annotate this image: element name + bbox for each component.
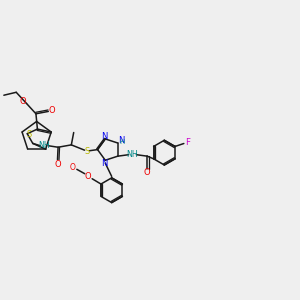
Text: O: O — [20, 98, 26, 106]
Text: F: F — [185, 138, 190, 147]
Text: N: N — [101, 159, 108, 168]
Text: N: N — [101, 131, 108, 140]
Text: NH: NH — [38, 141, 50, 150]
Text: S: S — [26, 130, 31, 139]
Text: O: O — [85, 172, 91, 181]
Text: NH: NH — [127, 150, 138, 159]
Text: O: O — [144, 168, 151, 177]
Text: O: O — [54, 160, 61, 169]
Text: O: O — [70, 163, 76, 172]
Text: S: S — [84, 147, 90, 156]
Text: N: N — [118, 136, 124, 145]
Text: O: O — [49, 106, 56, 115]
Text: H: H — [119, 140, 124, 146]
